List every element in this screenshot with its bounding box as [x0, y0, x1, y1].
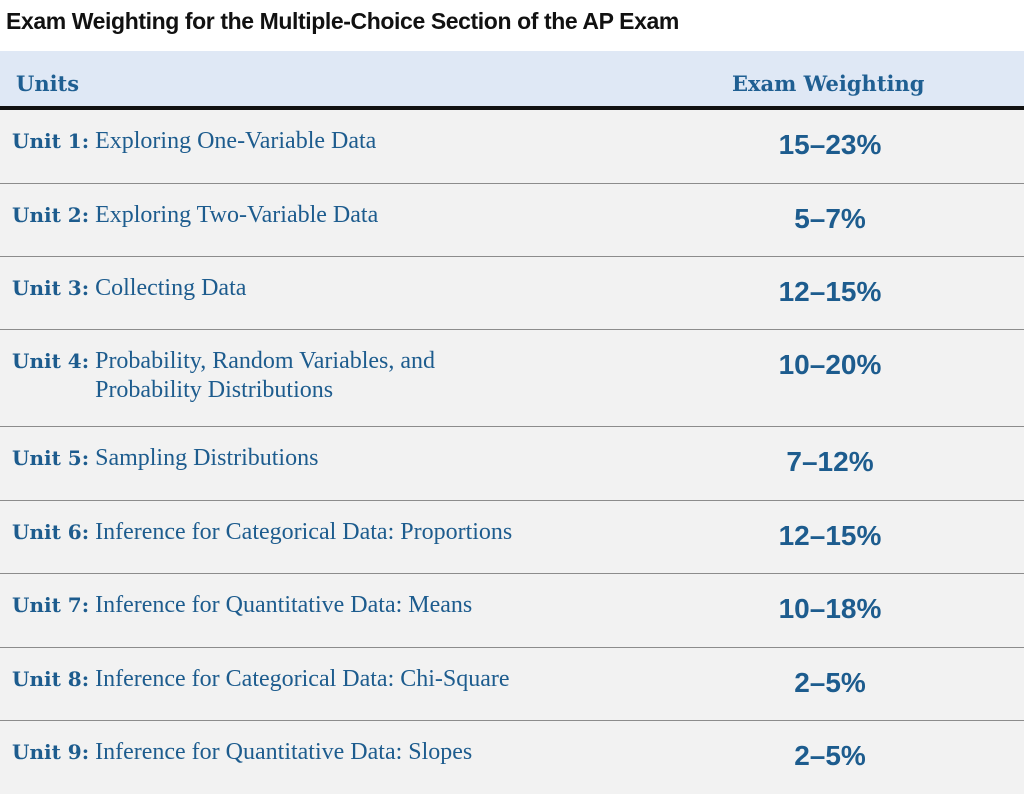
table-row: Unit 3: Collecting Data 12–15%	[0, 257, 1024, 330]
table-header: Units Exam Weighting	[0, 51, 1024, 110]
table-row: Unit 9: Inference for Quantitative Data:…	[0, 721, 1024, 794]
unit-cell: Unit 9: Inference for Quantitative Data:…	[12, 738, 472, 767]
weighting-value: 12–15%	[778, 276, 882, 307]
table-row: Unit 5: Sampling Distributions 7–12%	[0, 427, 1024, 501]
weighting-value: 10–18%	[778, 593, 882, 624]
table-row: Unit 8: Inference for Categorical Data: …	[0, 648, 1024, 721]
unit-number: Unit 3:	[12, 276, 90, 300]
unit-name: Inference for Quantitative Data: Slopes	[95, 739, 473, 765]
exam-weighting-table: Units Exam Weighting Unit 1: Exploring O…	[0, 51, 1024, 794]
weighting-value: 5–7%	[794, 203, 866, 234]
unit-cell: Unit 1: Exploring One-Variable Data	[12, 127, 376, 156]
unit-name: Exploring One-Variable Data	[95, 128, 377, 154]
weighting-value: 10–20%	[778, 349, 882, 380]
unit-name: Inference for Categorical Data: Chi-Squa…	[95, 666, 510, 692]
weighting-value: 2–5%	[794, 667, 866, 698]
unit-name: Collecting Data	[95, 275, 247, 301]
page-title: Exam Weighting for the Multiple-Choice S…	[6, 8, 679, 34]
weighting-value: 15–23%	[778, 129, 882, 160]
units-column-header: Units	[16, 71, 80, 96]
weighting-value: 12–15%	[778, 520, 882, 551]
unit-cell: Unit 3: Collecting Data	[12, 274, 246, 303]
unit-number: Unit 6:	[12, 520, 90, 544]
table-row: Unit 7: Inference for Quantitative Data:…	[0, 574, 1024, 648]
unit-number: Unit 2:	[12, 203, 90, 227]
unit-number: Unit 4:	[12, 349, 90, 373]
weighting-value: 2–5%	[794, 740, 866, 771]
exam-weighting-column-header: Exam Weighting	[732, 71, 925, 96]
unit-name: Inference for Quantitative Data: Means	[95, 592, 473, 618]
table-row: Unit 6: Inference for Categorical Data: …	[0, 501, 1024, 574]
unit-number: Unit 7:	[12, 593, 90, 617]
unit-name: Probability, Random Variables, and Proba…	[95, 348, 436, 403]
weighting-value: 7–12%	[786, 446, 874, 477]
unit-cell: Unit 8: Inference for Categorical Data: …	[12, 665, 510, 694]
unit-number: Unit 1:	[12, 129, 90, 153]
unit-name: Sampling Distributions	[95, 445, 319, 471]
unit-number: Unit 9:	[12, 740, 90, 764]
unit-cell: Unit 4: Probability, Random Variables, a…	[12, 347, 495, 405]
unit-number: Unit 5:	[12, 446, 90, 470]
table-row: Unit 4: Probability, Random Variables, a…	[0, 330, 1024, 427]
table-row: Unit 1: Exploring One-Variable Data 15–2…	[0, 110, 1024, 184]
unit-cell: Unit 7: Inference for Quantitative Data:…	[12, 591, 472, 620]
unit-cell: Unit 2: Exploring Two-Variable Data	[12, 201, 378, 230]
unit-cell: Unit 5: Sampling Distributions	[12, 444, 318, 473]
unit-name: Exploring Two-Variable Data	[95, 202, 379, 228]
table-row: Unit 2: Exploring Two-Variable Data 5–7%	[0, 184, 1024, 257]
unit-cell: Unit 6: Inference for Categorical Data: …	[12, 518, 512, 547]
unit-number: Unit 8:	[12, 667, 90, 691]
unit-name: Inference for Categorical Data: Proporti…	[95, 519, 513, 545]
